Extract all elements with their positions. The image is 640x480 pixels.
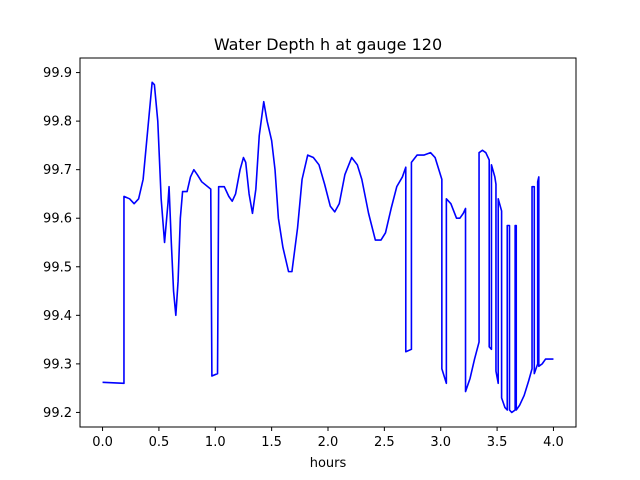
series-line-0 [102,81,554,414]
x-tick-label: 2.5 [374,435,395,450]
x-axis: 0.0 0.5 1.0 1.5 2.0 2.5 3.0 3.5 4.0 [92,427,564,450]
y-tick-label: 99.9 [43,66,72,81]
y-tick-label: 99.2 [43,406,72,421]
x-tick-label: 3.0 [430,435,451,450]
y-tick-label: 99.6 [43,212,72,227]
plot-area [102,81,554,414]
x-tick-label: 3.5 [487,435,508,450]
y-tick-label: 99.3 [43,357,72,372]
x-tick-label: 1.5 [261,435,282,450]
x-tick-label: 4.0 [543,435,564,450]
x-axis-label: hours [310,456,347,471]
y-tick-label: 99.8 [43,115,72,130]
y-tick-label: 99.5 [43,260,72,275]
y-tick-label: 99.7 [43,163,72,178]
x-tick-label: 0.5 [149,435,170,450]
x-tick-label: 2.0 [318,435,339,450]
y-tick-label: 99.4 [43,309,72,324]
x-tick-label: 0.0 [92,435,113,450]
y-axis: 99.2 99.3 99.4 99.5 99.6 99.7 99.8 99.9 [43,66,80,421]
x-tick-label: 1.0 [205,435,226,450]
chart-title: Water Depth h at gauge 120 [214,35,442,54]
